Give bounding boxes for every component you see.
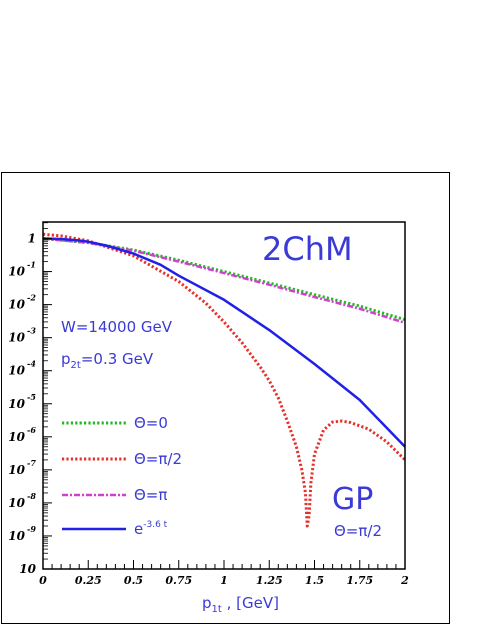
legend-exp-base: e <box>134 520 143 538</box>
p2t-label: p2t=0.3 GeV <box>61 350 154 371</box>
gp-label: GP <box>332 482 373 517</box>
series-line-1 <box>42 232 407 528</box>
y-tick-exponent: -1 <box>27 260 36 270</box>
y-tick-exponent: -7 <box>27 458 36 468</box>
y-tick-exponent: -9 <box>27 524 36 534</box>
chart-frame <box>1 172 450 624</box>
y-tick-label: 10 <box>8 529 25 543</box>
y-tick-exponent: -8 <box>27 491 36 501</box>
series-line-3 <box>42 237 406 448</box>
energy-label: W=14000 GeV <box>61 318 173 336</box>
x-tick-label: 0.25 <box>75 574 102 587</box>
x-tick-label: 1.25 <box>256 574 283 587</box>
x-axis-title-main: p <box>202 594 212 612</box>
y-tick-label: 10 <box>19 562 36 576</box>
x-axis-title-rest: , [GeV] <box>222 594 279 612</box>
y-tick-exponent: -6 <box>27 425 36 435</box>
y-tick-exponent: -3 <box>27 326 36 336</box>
y-tick-exponent: -5 <box>27 392 36 402</box>
legend-label-theta-pi-2: Θ=π/2 <box>134 450 182 468</box>
x-tick-label: 1.75 <box>346 574 373 587</box>
legend-label-theta-pi: Θ=π <box>134 486 167 504</box>
y-tick-label: 10 <box>8 397 25 411</box>
y-tick-exponent: -2 <box>27 293 36 303</box>
y-tick-label: 10 <box>8 298 25 312</box>
x-axis-title: p1t , [GeV] <box>202 594 279 615</box>
y-tick-label: 1 <box>28 232 36 246</box>
y-tick-label: 10 <box>8 496 25 510</box>
x-tick-label: 1 <box>220 574 228 587</box>
series-line-0 <box>42 237 406 322</box>
legend-exp-power: -3.6 t <box>143 520 167 530</box>
x-tick-label: 0.5 <box>124 574 143 587</box>
p2t-main: p <box>61 350 71 368</box>
p2t-rest: =0.3 GeV <box>81 350 154 368</box>
legend: Θ=0 Θ=π/2 Θ=π e-3.6 t <box>62 414 182 538</box>
x-tick-label: 1.5 <box>305 574 324 587</box>
p2t-sub: 2t <box>71 360 81 371</box>
y-tick-label: 10 <box>8 331 25 345</box>
x-tick-label: 0 <box>39 574 47 587</box>
x-tick-label: 0.75 <box>165 574 192 587</box>
y-tick-label: 10 <box>8 463 25 477</box>
legend-label-exp: e-3.6 t <box>134 520 168 538</box>
y-tick-label: 10 <box>8 265 25 279</box>
y-tick-label: 10 <box>8 430 25 444</box>
legend-label-theta-0: Θ=0 <box>134 414 168 432</box>
y-tick-label: 10 <box>8 364 25 378</box>
x-axis-title-sub: 1t <box>212 604 222 615</box>
gp-theta-label: Θ=π/2 <box>334 522 382 540</box>
x-tick-label: 2 <box>400 574 409 587</box>
y-tick-exponent: -4 <box>27 359 36 369</box>
model-label: 2ChM <box>262 230 353 268</box>
